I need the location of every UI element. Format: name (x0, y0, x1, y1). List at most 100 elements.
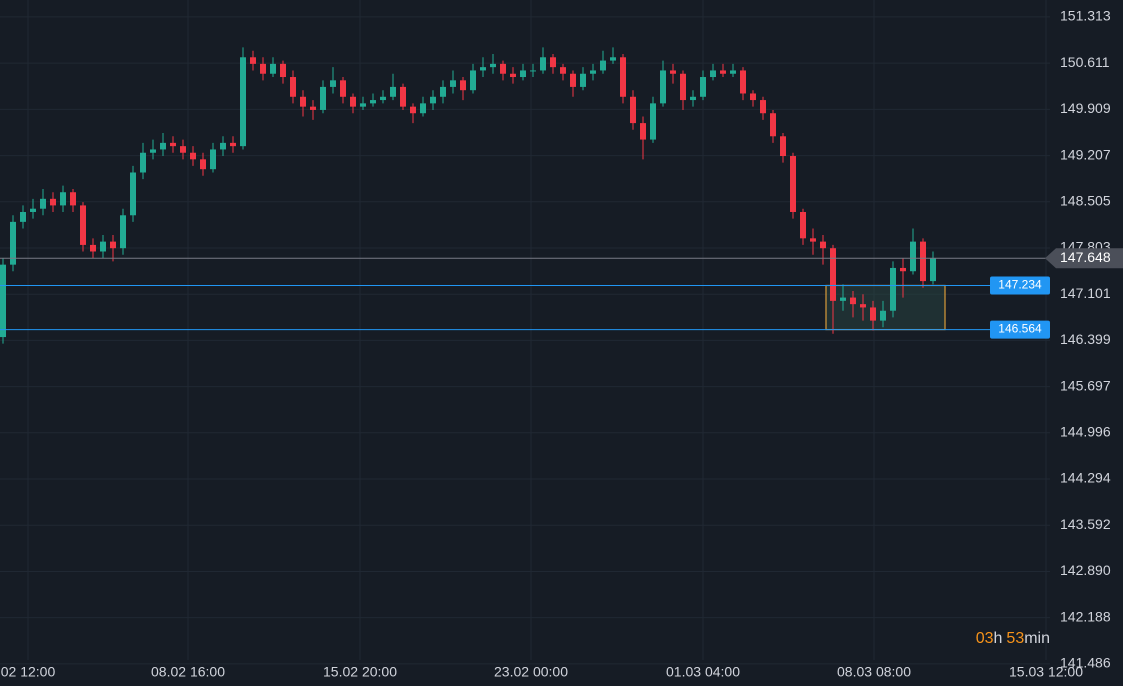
y-tick-label: 143.592 (1060, 516, 1111, 532)
countdown: 03h 53min (976, 630, 1050, 647)
current-price-label: 147.648 (1060, 249, 1111, 265)
candle-body (590, 70, 596, 74)
candle-body (860, 304, 866, 308)
candle-body (820, 241, 826, 249)
candle-body (680, 73, 686, 101)
candle-body (180, 146, 186, 153)
candle-body (380, 96, 386, 101)
candle-body (370, 100, 376, 104)
y-tick-label: 142.188 (1060, 608, 1111, 624)
candle-body (550, 57, 556, 68)
y-tick-label: 144.294 (1060, 470, 1111, 486)
candle-body (420, 103, 426, 114)
candle-body (300, 96, 306, 107)
y-tick-label: 149.909 (1060, 100, 1111, 116)
candle-body (530, 70, 536, 72)
y-tick-label: 142.890 (1060, 562, 1111, 578)
candle-body (210, 149, 216, 170)
y-tick-label: 141.486 (1060, 655, 1111, 671)
candle-body (110, 241, 116, 249)
candle-body (470, 70, 476, 91)
y-tick-label: 150.611 (1060, 54, 1110, 70)
candle-body (810, 238, 816, 242)
candle-body (390, 86, 396, 97)
candle-body (660, 70, 666, 104)
candle-body (410, 106, 416, 114)
candle-body (20, 211, 26, 222)
candle-body (780, 136, 786, 157)
y-tick-label: 147.101 (1060, 285, 1111, 301)
candle-body (200, 159, 206, 170)
candle-body (440, 86, 446, 97)
candle-body (840, 297, 846, 301)
x-tick-label: 15.02 20:00 (323, 664, 397, 680)
candle-body (430, 96, 436, 104)
candle-body (670, 70, 676, 74)
candle-body (70, 192, 76, 206)
countdown-minutes-unit: min (1024, 630, 1050, 647)
candle-body (870, 307, 876, 321)
candle-body (770, 113, 776, 137)
countdown-minutes: 53 (1006, 630, 1024, 647)
candle-body (720, 70, 726, 74)
candle-body (640, 123, 646, 140)
candle-body (520, 70, 526, 78)
candle-body (450, 80, 456, 87)
candle-body (480, 67, 486, 71)
y-tick-label: 146.399 (1060, 331, 1111, 347)
candle-body (400, 86, 406, 107)
candle-body (50, 198, 56, 206)
candle-body (930, 258, 936, 282)
candle-body (730, 70, 736, 74)
candle-body (310, 106, 316, 110)
candle-body (600, 60, 606, 71)
candle-body (880, 310, 886, 321)
candle-body (850, 297, 856, 305)
candle-body (120, 215, 126, 249)
candle-body (570, 73, 576, 87)
candle-body (190, 152, 196, 160)
x-tick-label: 02 12:00 (1, 664, 56, 680)
candle-body (290, 77, 296, 97)
candle-body (100, 241, 106, 252)
candle-body (690, 96, 696, 101)
candle-body (710, 70, 716, 78)
candle-body (60, 192, 66, 206)
x-tick-label: 01.03 04:00 (666, 664, 740, 680)
candle-body (0, 264, 6, 338)
countdown-hours: 03 (976, 630, 994, 647)
y-tick-label: 145.697 (1060, 377, 1111, 393)
candle-body (750, 93, 756, 101)
candle-body (340, 80, 346, 97)
candle-body (320, 86, 326, 110)
candle-body (250, 57, 256, 64)
candle-body (10, 221, 16, 265)
candle-body (910, 241, 916, 272)
zone-box (825, 284, 946, 331)
candle-body (140, 152, 146, 173)
y-tick-label: 148.505 (1060, 192, 1111, 208)
candle-body (490, 63, 496, 68)
candle-body (610, 57, 616, 61)
x-tick-label: 15.03 12:00 (1009, 664, 1083, 680)
candle-body (560, 67, 566, 74)
candle-body (280, 63, 286, 78)
candle-body (630, 96, 636, 124)
candle-body (830, 248, 836, 301)
candle-body (80, 205, 86, 245)
y-tick-label: 151.313 (1060, 8, 1111, 24)
level-label: 146.564 (998, 322, 1042, 336)
y-tick-label: 144.996 (1060, 424, 1111, 440)
candle-body (220, 142, 226, 150)
candle-body (760, 100, 766, 114)
candle-body (260, 63, 266, 74)
candle-body (170, 142, 176, 147)
candle-body (580, 73, 586, 87)
level-tag (990, 276, 1050, 295)
candle-body (150, 149, 156, 153)
candle-body (360, 103, 366, 107)
candle-body (330, 80, 336, 87)
x-tick-label: 08.03 08:00 (837, 664, 911, 680)
